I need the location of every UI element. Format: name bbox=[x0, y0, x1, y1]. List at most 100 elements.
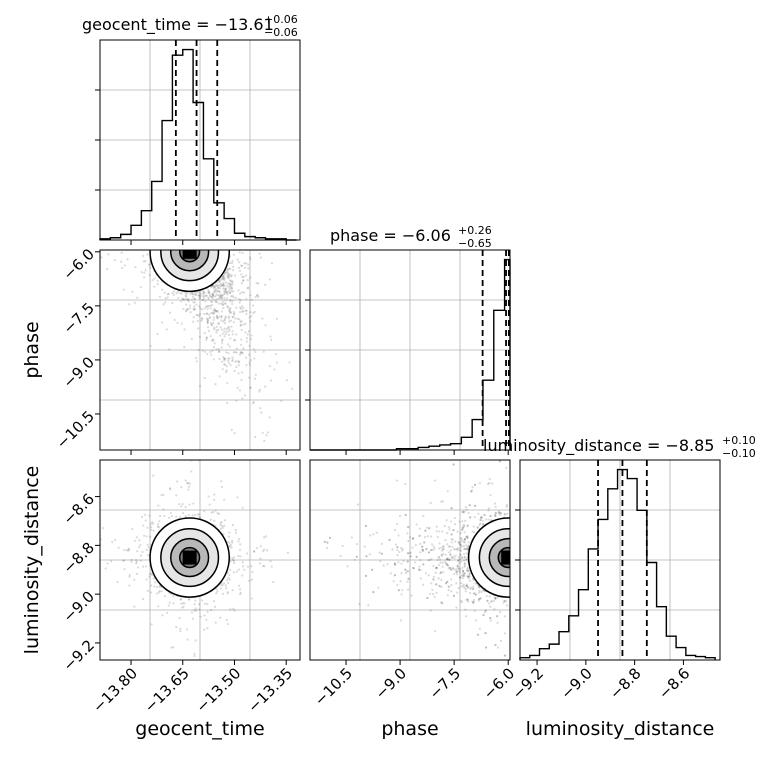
sample-point bbox=[221, 339, 224, 342]
sample-point bbox=[466, 569, 469, 572]
sample-point bbox=[264, 283, 267, 287]
sample-point bbox=[187, 298, 190, 301]
sample-point bbox=[229, 261, 232, 265]
sample-point bbox=[237, 537, 241, 541]
sample-point bbox=[203, 510, 206, 513]
sample-point bbox=[223, 661, 225, 663]
sample-point bbox=[464, 562, 467, 565]
x-tick-label: −7.5 bbox=[426, 664, 464, 702]
sample-point bbox=[218, 350, 221, 353]
sample-point bbox=[237, 361, 241, 364]
sample-point bbox=[399, 546, 403, 550]
sample-point bbox=[113, 259, 116, 262]
sample-point bbox=[503, 599, 506, 603]
sample-point bbox=[141, 515, 144, 518]
sample-point bbox=[215, 290, 219, 293]
sample-point bbox=[211, 311, 214, 314]
sample-point bbox=[226, 592, 229, 595]
sample-point bbox=[219, 295, 222, 298]
sample-point bbox=[484, 646, 488, 649]
sample-point bbox=[216, 289, 219, 292]
sample-point bbox=[379, 559, 382, 563]
sample-point bbox=[223, 519, 227, 522]
sample-point bbox=[158, 520, 161, 523]
sample-point bbox=[232, 607, 235, 610]
sample-point bbox=[462, 574, 465, 577]
sample-point bbox=[224, 316, 227, 319]
sample-point bbox=[203, 350, 207, 353]
sample-point bbox=[225, 618, 228, 622]
sample-point bbox=[223, 277, 226, 280]
sample-point bbox=[189, 304, 192, 307]
sample-point bbox=[463, 538, 466, 542]
sample-point bbox=[187, 481, 190, 485]
sample-point bbox=[489, 619, 492, 622]
sample-point bbox=[484, 609, 487, 612]
sample-point bbox=[474, 593, 477, 596]
sample-point bbox=[449, 568, 453, 571]
sample-point bbox=[220, 480, 223, 483]
sample-point bbox=[216, 512, 219, 515]
x-tick-label: −10.5 bbox=[311, 664, 356, 709]
sample-point bbox=[263, 439, 266, 443]
sample-point bbox=[192, 320, 195, 323]
sample-point bbox=[207, 296, 210, 299]
sample-point bbox=[205, 618, 208, 621]
sample-point bbox=[224, 290, 227, 293]
sample-point bbox=[465, 547, 468, 551]
sample-point bbox=[229, 300, 232, 303]
sample-point bbox=[252, 312, 255, 315]
y-axis-label-luminosity-distance: luminosity_distance bbox=[21, 466, 43, 655]
sample-point bbox=[260, 411, 263, 414]
sample-point bbox=[145, 535, 148, 538]
sample-point bbox=[226, 285, 229, 288]
sample-point bbox=[212, 286, 215, 290]
sample-point bbox=[274, 353, 277, 356]
sample-point bbox=[193, 514, 197, 517]
sample-point bbox=[227, 273, 230, 276]
sample-point bbox=[247, 263, 250, 266]
sample-point bbox=[404, 513, 407, 517]
sample-point bbox=[463, 510, 466, 513]
sample-point bbox=[231, 558, 235, 562]
sample-point bbox=[258, 562, 262, 565]
sample-point bbox=[447, 567, 450, 570]
sample-point bbox=[427, 527, 431, 530]
sample-point bbox=[210, 321, 213, 325]
sample-point bbox=[198, 305, 201, 308]
sample-point bbox=[206, 307, 209, 310]
sample-point bbox=[421, 548, 424, 551]
sample-point bbox=[226, 282, 230, 285]
sample-point bbox=[269, 335, 272, 338]
sample-point bbox=[234, 317, 237, 320]
sample-point bbox=[169, 511, 172, 514]
sample-point bbox=[250, 315, 253, 318]
sample-point bbox=[235, 570, 238, 573]
sample-point bbox=[182, 605, 185, 608]
sample-point bbox=[229, 298, 232, 301]
sample-point bbox=[466, 575, 469, 578]
sample-point bbox=[456, 565, 459, 568]
sample-point bbox=[153, 585, 156, 588]
sample-point bbox=[461, 566, 464, 570]
sample-point bbox=[371, 568, 374, 571]
sample-point bbox=[107, 253, 110, 256]
sample-point bbox=[467, 577, 470, 580]
sample-point bbox=[258, 390, 261, 393]
sample-point bbox=[446, 558, 449, 561]
sample-point bbox=[212, 295, 215, 298]
sample-point bbox=[473, 483, 477, 486]
sample-point bbox=[460, 539, 464, 542]
sample-point bbox=[459, 571, 462, 574]
sample-point bbox=[226, 297, 229, 300]
sample-point bbox=[399, 580, 402, 583]
sample-point bbox=[179, 630, 182, 633]
sample-point bbox=[150, 573, 154, 576]
sample-point bbox=[252, 348, 256, 351]
sample-point bbox=[474, 504, 477, 507]
sample-point bbox=[439, 572, 442, 575]
sample-point bbox=[215, 309, 218, 313]
sample-point bbox=[450, 533, 453, 536]
sample-point bbox=[440, 601, 443, 604]
sample-point bbox=[250, 565, 253, 568]
